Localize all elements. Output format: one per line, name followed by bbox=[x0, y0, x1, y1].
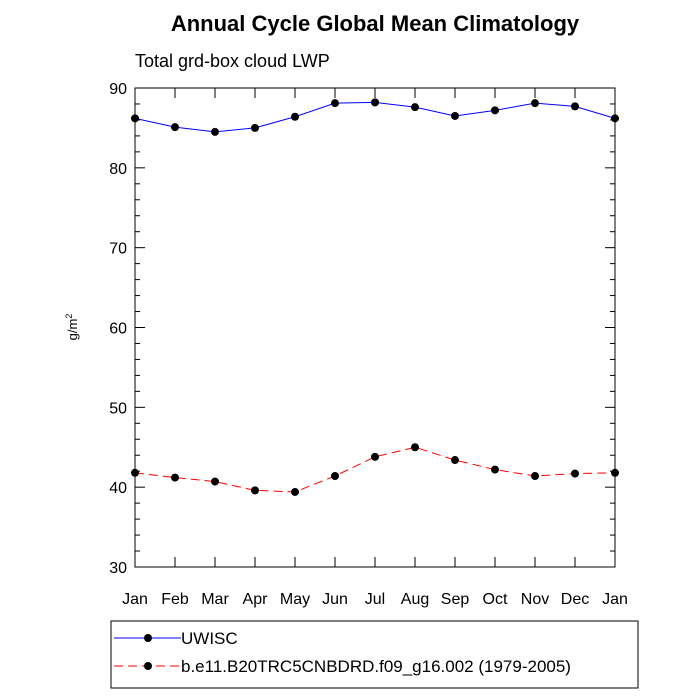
legend-box bbox=[110, 620, 639, 689]
series-0-point bbox=[291, 112, 299, 121]
series-1-point bbox=[291, 487, 299, 496]
legend-label-b-e11: b.e11.B20TRC5CNBDRD.f09_g16.002 (1979-20… bbox=[181, 657, 571, 676]
plot-frame bbox=[134, 87, 616, 568]
x-tick-label: Jan bbox=[602, 591, 628, 608]
series-0-point bbox=[331, 99, 339, 108]
series-1-point bbox=[451, 456, 459, 465]
series-0-point bbox=[411, 103, 419, 112]
series-0-point bbox=[531, 99, 539, 108]
x-tick-label: Jul bbox=[365, 591, 385, 608]
chart-title: Annual Cycle Global Mean Climatology bbox=[171, 11, 580, 36]
legend: UWISC b.e11.B20TRC5CNBDRD.f09_g16.002 (1… bbox=[110, 620, 639, 689]
series-0-point bbox=[451, 111, 459, 120]
y-tick-label: 70 bbox=[109, 241, 127, 258]
series-line-0 bbox=[134, 101, 616, 133]
series-0-point bbox=[491, 106, 499, 115]
y-tick-label: 60 bbox=[109, 321, 127, 338]
series-1-point bbox=[211, 477, 219, 486]
x-tick-label: Sep bbox=[441, 591, 470, 608]
y-tick-label: 40 bbox=[109, 480, 127, 497]
x-tick-label: Mar bbox=[201, 591, 229, 608]
x-tick-label: Jun bbox=[322, 591, 348, 608]
x-tick-label: Jan bbox=[122, 591, 148, 608]
chart-subtitle: Total grd-box cloud LWP bbox=[135, 51, 330, 71]
y-tick-labels: 30 40 50 60 70 80 90 bbox=[109, 81, 127, 577]
series-1-point bbox=[371, 452, 379, 461]
series-layer bbox=[131, 98, 619, 496]
series-1-point bbox=[491, 465, 499, 474]
y-tick-label: 80 bbox=[109, 161, 127, 178]
legend-label-uwisc: UWISC bbox=[181, 629, 238, 648]
legend-marker-uwisc bbox=[144, 634, 152, 642]
y-axis-label-superscript: 2 bbox=[64, 314, 74, 319]
legend-marker-b-e11 bbox=[144, 662, 152, 670]
series-0-point bbox=[211, 127, 219, 136]
series-1-point bbox=[171, 473, 179, 482]
y-tick-label: 90 bbox=[109, 81, 127, 98]
series-1-point bbox=[411, 443, 419, 452]
series-0-point bbox=[571, 102, 579, 111]
x-tick-label: Aug bbox=[401, 591, 429, 608]
series-1-point bbox=[331, 471, 339, 480]
x-tick-label: Apr bbox=[243, 591, 269, 608]
axis-ticks bbox=[134, 87, 616, 568]
y-axis-label: g/m2 bbox=[64, 314, 80, 341]
x-tick-label: Dec bbox=[561, 591, 589, 608]
x-tick-label: Nov bbox=[521, 591, 549, 608]
y-tick-label: 50 bbox=[109, 400, 127, 417]
y-tick-label: 30 bbox=[109, 560, 127, 577]
series-1-point bbox=[531, 471, 539, 480]
series-0-point bbox=[251, 123, 259, 132]
x-tick-labels: Jan Feb Mar Apr May Jun Jul Aug Sep Oct Nov Dec Jan bbox=[122, 591, 628, 608]
series-1-point bbox=[571, 469, 579, 478]
x-tick-label: Feb bbox=[161, 591, 189, 608]
x-tick-label: May bbox=[280, 591, 310, 608]
y-axis-label-base: g/m bbox=[65, 319, 80, 341]
series-0-point bbox=[371, 98, 379, 107]
series-0-point bbox=[171, 123, 179, 132]
series-1-point bbox=[251, 486, 259, 495]
x-tick-label: Oct bbox=[483, 591, 508, 608]
